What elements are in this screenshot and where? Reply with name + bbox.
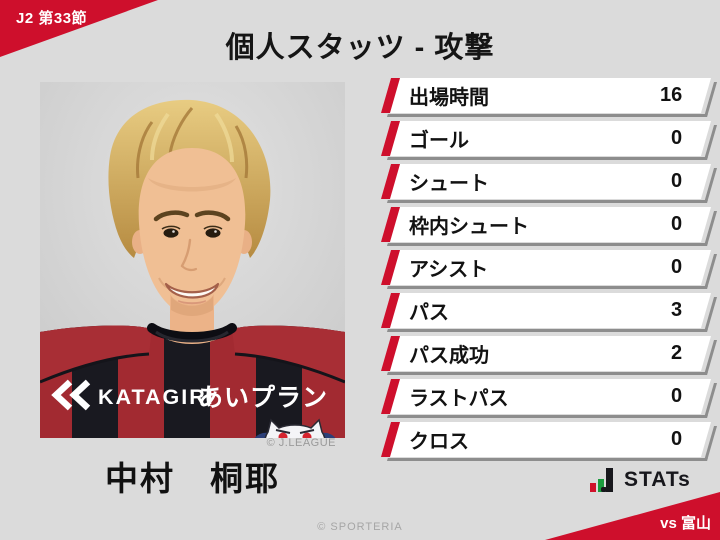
- photo-credit: © J.LEAGUE: [266, 437, 336, 449]
- forehead-shadow: [148, 178, 236, 192]
- stat-row-key-passes: ラストパス 0: [380, 379, 718, 418]
- stat-value: 0: [670, 256, 682, 278]
- stat-label: シュート: [409, 173, 489, 195]
- stat-row-bar: 出場時間 16: [380, 78, 712, 113]
- jersey-shoulder-right: [232, 325, 345, 382]
- stat-row-bar: ラストパス 0: [380, 379, 712, 414]
- round-badge-label: J2 第33節: [16, 10, 88, 27]
- stat-value: 0: [670, 428, 682, 450]
- stat-row-bar: 枠内シュート 0: [380, 207, 712, 242]
- stat-label: アシスト: [409, 259, 489, 281]
- stat-row-bar: パス 3: [380, 293, 712, 328]
- sponsor-sub-text: あいプラン: [198, 384, 328, 412]
- stat-label: ラストパス: [409, 388, 509, 410]
- stat-label: クロス: [409, 431, 469, 453]
- stats-logo: STATs: [590, 467, 691, 492]
- stat-value: 0: [670, 127, 682, 149]
- player-photo: KATAGIRI あいプラン: [40, 82, 345, 438]
- stat-row-crosses: クロス 0: [380, 422, 718, 461]
- stat-row-playing-time: 出場時間 16: [380, 78, 718, 117]
- stat-row-passes-completed: パス成功 2: [380, 336, 718, 375]
- stat-label: パス成功: [409, 345, 489, 367]
- stats-list: 出場時間 16 ゴール 0 シュート 0 枠内シュート 0: [380, 78, 718, 465]
- stat-label: 出場時間: [409, 87, 489, 109]
- jersey-collar: [147, 323, 237, 342]
- stat-row-bar: クロス 0: [380, 422, 712, 457]
- player-face: [138, 148, 246, 318]
- stat-row-shots: シュート 0: [380, 164, 718, 203]
- stat-value: 16: [659, 84, 682, 106]
- sporteria-copyright: © SPORTERIA: [317, 521, 403, 533]
- stat-row-bar: アシスト 0: [380, 250, 712, 285]
- stat-row-assists: アシスト 0: [380, 250, 718, 289]
- stat-row-passes: パス 3: [380, 293, 718, 332]
- player-name: 中村 桐耶: [105, 460, 280, 497]
- stat-label: パス: [409, 302, 449, 324]
- player-photo-illustration: KATAGIRI あいプラン: [40, 82, 345, 438]
- stat-value: 2: [670, 342, 682, 364]
- stat-row-goals: ゴール 0: [380, 121, 718, 160]
- stat-row-bar: パス成功 2: [380, 336, 712, 371]
- page-title: 個人スタッツ - 攻撃: [225, 32, 495, 64]
- stat-label: ゴール: [409, 130, 469, 152]
- neck-shadow: [171, 296, 213, 316]
- stat-label: 枠内シュート: [409, 216, 529, 238]
- opponent-ribbon-label: vs 富山: [660, 515, 711, 532]
- sponsor-main-text: KATAGIRI: [98, 385, 215, 409]
- sponsor-chevron-icon: [51, 379, 91, 411]
- stat-value: 3: [670, 299, 682, 321]
- jersey-shoulder-left: [40, 325, 152, 382]
- stat-row-shots-on-target: 枠内シュート 0: [380, 207, 718, 246]
- stats-bar-chart-icon: [590, 468, 613, 492]
- mascot-crest-icon: [254, 418, 336, 438]
- stats-logo-text: STATs: [624, 468, 691, 491]
- stat-row-bar: シュート 0: [380, 164, 712, 199]
- player-jersey: KATAGIRI あいプラン: [40, 323, 345, 438]
- stat-value: 0: [670, 385, 682, 407]
- stat-value: 0: [670, 170, 682, 192]
- stat-value: 0: [670, 213, 682, 235]
- stat-row-bar: ゴール 0: [380, 121, 712, 156]
